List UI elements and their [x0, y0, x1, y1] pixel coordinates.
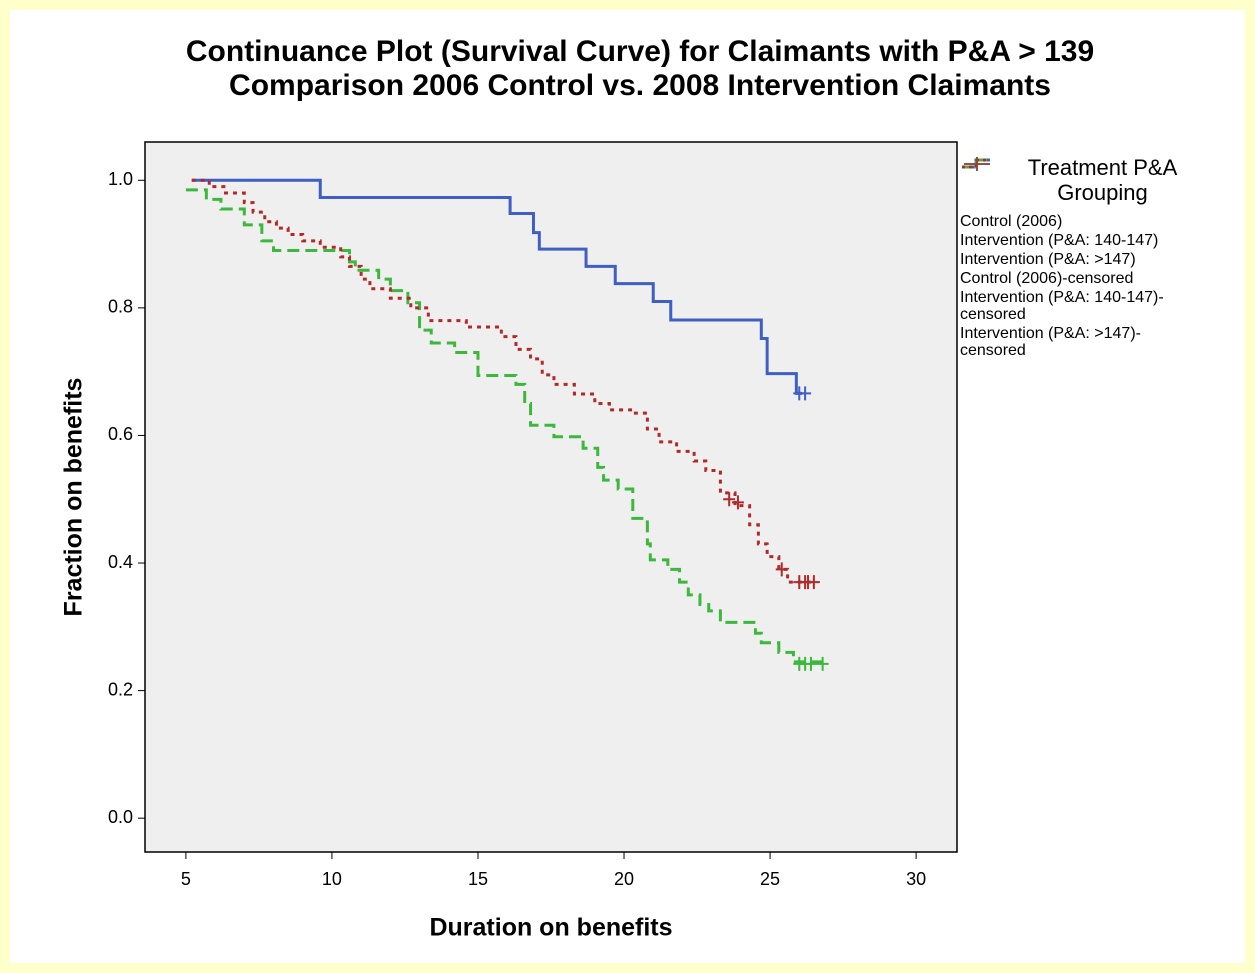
survival-line — [185, 188, 823, 664]
censor-mark — [807, 575, 820, 590]
y-tick-label: 0.2 — [108, 679, 133, 699]
legend: Treatment P&A Grouping Control (2006) Inter… — [960, 155, 1245, 361]
legend-title-line: Grouping — [1057, 180, 1148, 205]
y-tick-label: 0.8 — [108, 297, 133, 317]
x-tick-label: 5 — [181, 869, 191, 889]
legend-label: Intervention (P&A: 140-147) — [960, 232, 1159, 249]
legend-swatch-mark — [964, 157, 990, 171]
legend-swatch — [964, 157, 990, 171]
legend-label: Intervention (P&A: >147) — [960, 251, 1136, 268]
legend-item: Control (2006)-censored — [960, 157, 1245, 287]
legend-title-line: Treatment P&A — [1027, 155, 1178, 180]
legend-swatch-mark — [962, 158, 990, 169]
chart-subtitle: Comparison 2006 Control vs. 2008 Interve… — [229, 69, 1051, 102]
legend-label: Control (2006) — [960, 213, 1063, 230]
legend-item: Intervention (P&A: 140-147)-censored — [960, 157, 1245, 323]
y-tick-label: 0.0 — [108, 807, 133, 827]
legend-item: Intervention (P&A: 140-147) — [960, 158, 1245, 249]
y-tick-label: 0.4 — [108, 552, 133, 572]
x-tick-label: 25 — [760, 869, 780, 889]
y-axis-label: Fraction on benefits — [60, 378, 88, 617]
censor-mark — [775, 562, 788, 577]
censor-mark — [731, 495, 744, 510]
legend-label: Intervention (P&A: >147)-censored — [960, 325, 1141, 359]
x-axis-label: Duration on benefits — [429, 914, 672, 942]
survival-line — [191, 178, 803, 395]
censor-mark — [799, 386, 812, 401]
censor-mark — [816, 656, 829, 671]
legend-item: Control (2006) — [960, 158, 1245, 230]
y-tick-label: 0.6 — [108, 424, 133, 444]
plot-area — [144, 141, 958, 853]
chart-title: Continuance Plot (Survival Curve) for Cl… — [186, 35, 1094, 68]
x-tick-label: 30 — [906, 869, 926, 889]
legend-label: Intervention (P&A: 140-147)-censored — [960, 289, 1164, 323]
x-tick-label: 10 — [322, 869, 342, 889]
y-tick-label: 1.0 — [108, 169, 133, 189]
x-tick-label: 20 — [614, 869, 634, 889]
x-tick-label: 15 — [468, 869, 488, 889]
censor-mark — [804, 656, 817, 671]
legend-title: Treatment P&A Grouping — [960, 155, 1245, 205]
legend-swatch — [962, 158, 990, 169]
legend-item: Intervention (P&A: >147)-censored — [960, 157, 1245, 359]
legend-item: Intervention (P&A: >147) — [960, 158, 1245, 268]
legend-label: Control (2006)-censored — [960, 270, 1134, 287]
censor-mark — [723, 492, 736, 507]
